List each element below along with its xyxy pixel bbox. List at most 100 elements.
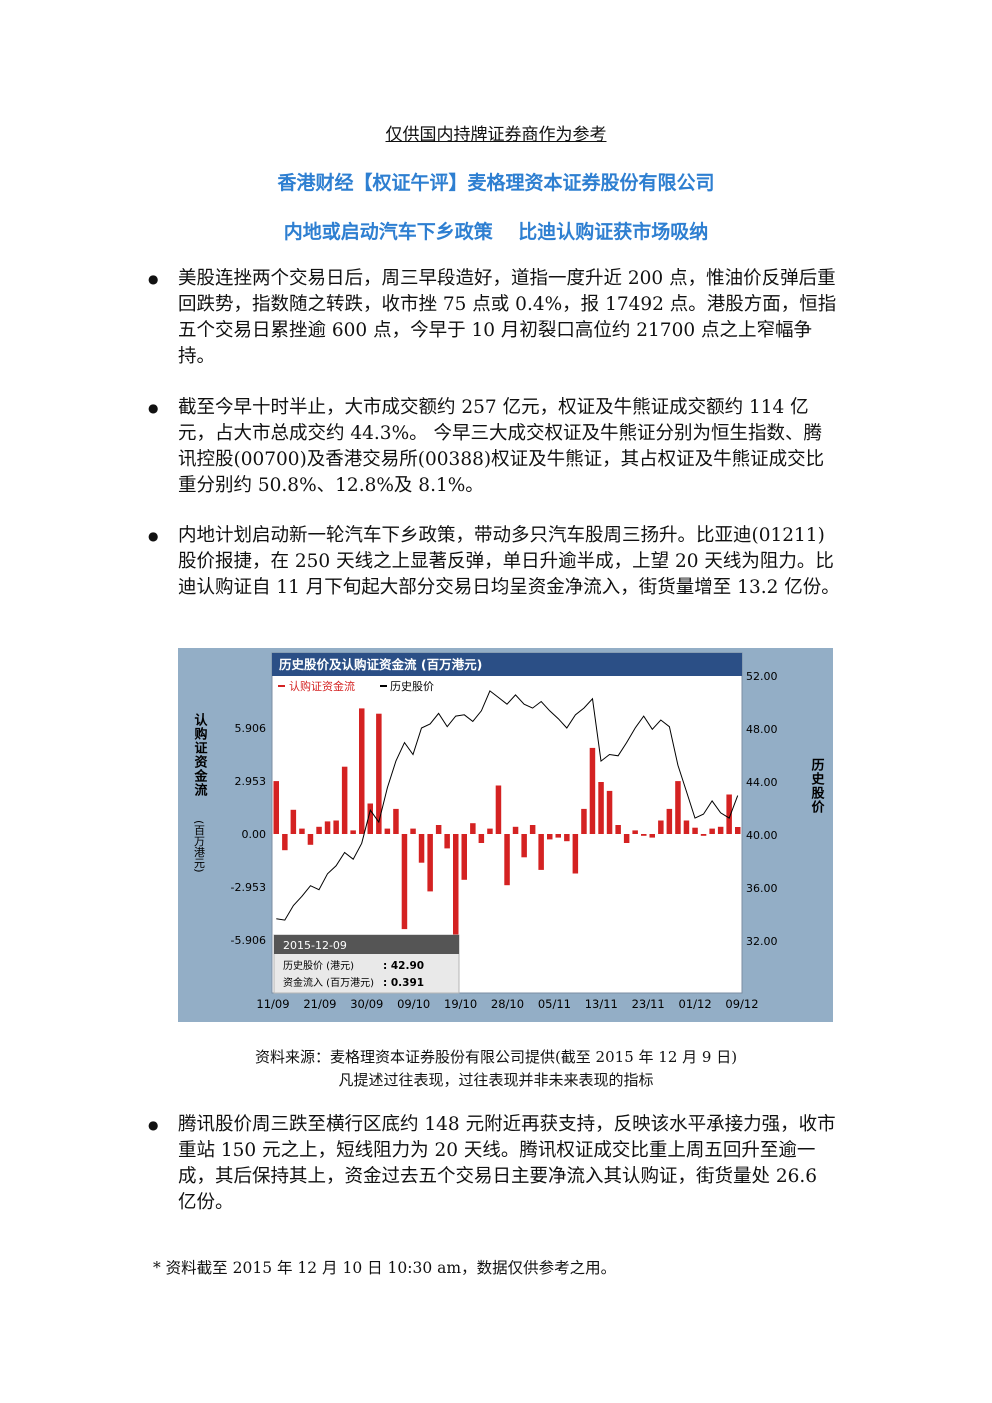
footnote: * 资料截至 2015 年 12 月 10 日 10:30 am，数据仅供参考之… [153,1259,617,1277]
left-tick-label: -5.906 [231,934,266,947]
flow-bar [666,808,673,834]
x-tick-label: 01/12 [679,997,712,1011]
chart-svg: 历史股价及认购证资金流 (百万港元) 认购证资金流 历史股价 认购证资金流 (百… [192,652,825,1011]
flow-bar [641,834,647,836]
flow-bar [606,790,613,834]
flow-bar [282,834,288,851]
flow-bar [359,708,365,834]
bullet-market-overview: 美股连挫两个交易日后，周三早段造好，道指一度升近 200 点，惟油价反弹后重回跌… [148,266,840,370]
x-tick-label: 09/12 [725,997,758,1011]
x-tick-label: 13/11 [585,997,618,1011]
flow-bar [547,834,553,840]
flow-bar [495,785,502,834]
right-tick-label: 48.00 [746,723,778,736]
right-tick-label: 52.00 [746,670,778,683]
right-tick-labels: 52.00 48.00 44.00 40.00 36.00 32.00 [746,670,778,948]
flow-bar [478,834,485,843]
flow-bar [376,713,382,834]
flow-bar [273,781,279,834]
flow-bar [504,834,510,886]
left-tick-label: 0.00 [242,828,267,841]
flow-bar [581,808,587,834]
x-tick-label: 28/10 [491,997,524,1011]
left-tick-label: -2.953 [231,881,266,894]
right-tick-label: 36.00 [746,882,778,895]
flow-bar [350,830,356,834]
bullet-tencent: 腾讯股价周三跌至横行区底约 148 元附近再获支持，反映该水平承接力强，收市重站… [148,1112,840,1216]
flow-bar [384,828,391,834]
tooltip-flow-value: : 0.391 [383,977,424,989]
report-subtitle: 内地或启动汽车下乡政策 比迪认购证获市场吸纳 [283,221,709,243]
flow-bar [324,821,331,834]
flow-bar [307,834,314,845]
flow-bar [444,834,450,849]
right-axis-title: 历史股价 [809,758,825,814]
chart-source: 资料来源：麦格理资本证券股份有限公司提供(截至 2015 年 12 月 9 日) [254,1048,738,1066]
flow-bar [726,794,732,834]
tooltip-date: 2015-12-09 [283,939,347,952]
bullet-turnover: 截至今早十时半止，大市成交额约 257 亿元，权证及牛熊证成交额约 114 亿元… [148,395,840,499]
flow-bar [521,834,527,858]
flow-bar [589,747,596,834]
flow-bar [453,834,459,938]
price-line-group [276,690,739,921]
legend-flow-label: 认购证资金流 [289,679,355,693]
flow-bar [683,820,690,834]
tooltip-price-value: : 42.90 [383,960,424,972]
flow-bar [470,823,476,834]
flow-bar [316,826,322,834]
flow-bar [299,828,305,834]
flow-bar [717,826,724,834]
flow-bars [273,708,741,938]
legend-price-label: 历史股价 [390,680,434,693]
flow-bar [401,834,408,930]
flow-bar [333,820,339,834]
price-line [276,690,739,921]
reference-note: 仅供国内持牌证券商作为参考 [385,125,607,145]
flow-bar [555,834,561,838]
flow-bar [461,834,467,880]
x-tick-label: 23/11 [632,997,665,1011]
flow-bar [564,834,570,842]
flow-bar [632,830,638,834]
flow-bar [341,766,348,834]
left-tick-labels: 5.906 2.953 0.00 -2.953 -5.906 [231,722,266,947]
tooltip-price-label: 历史股价 (港元) [283,960,354,972]
flow-bar [410,828,416,834]
left-axis-unit: (百万港元) [193,820,206,873]
flow-bar [649,834,655,838]
x-tick-label: 21/09 [303,997,336,1011]
warrant-flow-chart: 历史股价及认购证资金流 (百万港元) 认购证资金流 历史股价 认购证资金流 (百… [178,648,833,1022]
tooltip-box: 2015-12-09 历史股价 (港元) : 42.90 资金流入 (百万港元)… [273,934,460,994]
report-title: 香港财经【权证午评】麦格理资本证券股份有限公司 [277,172,715,194]
left-tick-label: 2.953 [235,775,267,788]
chart-title: 历史股价及认购证资金流 (百万港元) [279,657,482,672]
bullet-byd: 内地计划启动新一轮汽车下乡政策，带动多只汽车股周三扬升。比亚迪(01211)股价… [148,523,840,601]
chart-title-bar [272,653,742,676]
left-axis-title: 认购证资金流 [192,712,209,797]
x-tick-label: 09/10 [397,997,430,1011]
flow-bar [692,827,698,834]
flow-bar [598,782,604,834]
flow-bar [623,834,630,843]
flow-bar [572,834,579,874]
x-tick-label: 11/09 [256,997,289,1011]
right-tick-label: 44.00 [746,776,778,789]
right-tick-label: 32.00 [746,935,778,948]
x-tick-labels: 11/09 21/09 30/09 09/10 19/10 28/10 05/11 13/11… [256,997,758,1011]
left-tick-label: 5.906 [235,722,267,735]
flow-bar [675,781,681,834]
flow-bar [367,803,373,834]
flow-bar [658,820,664,834]
flow-bar [290,809,297,834]
flow-bar [418,834,425,863]
x-tick-label: 19/10 [444,997,477,1011]
right-tick-label: 40.00 [746,829,778,842]
flow-bar [487,828,493,834]
flow-bar [700,834,707,836]
flow-bar [615,825,621,834]
flow-bar [529,825,536,834]
flow-bar [512,826,519,834]
flow-bar [735,827,741,834]
flow-bar [393,808,399,834]
